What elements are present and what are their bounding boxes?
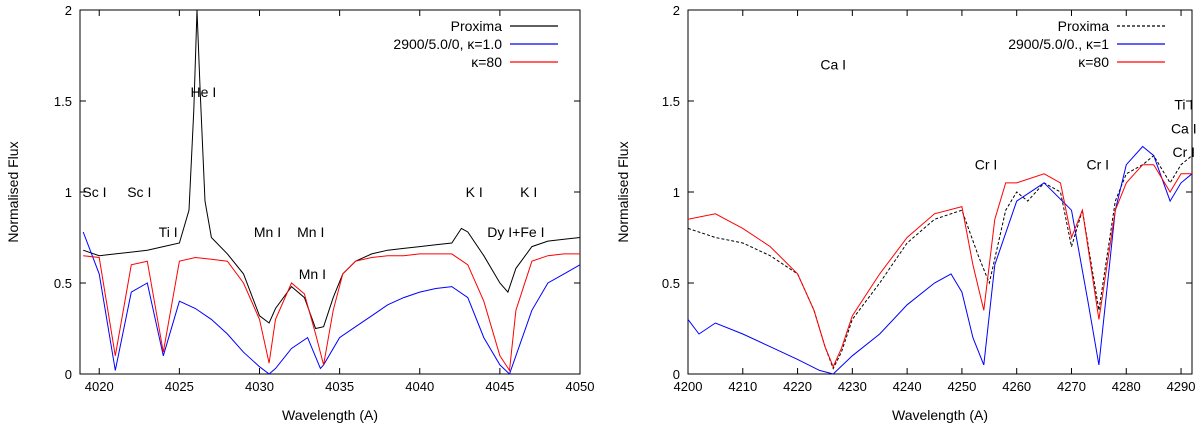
line-annotation: Cr I <box>1173 144 1196 160</box>
line-annotation: Ca I <box>1171 120 1197 136</box>
x-tick-label: 4270 <box>1057 379 1086 394</box>
right-chart-panel: 4200 4210 4220 4230 4240 4250 4260 4270 4280 4290… <box>600 0 1200 429</box>
line-annotation: Ti I <box>1174 97 1193 113</box>
line-annotation: Ca I <box>820 57 846 73</box>
line-annotation: Sc I <box>127 184 151 200</box>
x-tick-label: 4030 <box>245 379 274 394</box>
x-tick-label: 4020 <box>85 379 114 394</box>
y-tick-label: 0.5 <box>662 276 680 291</box>
x-axis-label: Wavelength (A) <box>282 407 378 423</box>
spectrum-chart-4230: 4200 4210 4220 4230 4240 4250 4260 4270 4280 4290… <box>615 3 1197 423</box>
y-axis-label: Normalised Flux <box>5 141 21 242</box>
y-tick-label: 0.5 <box>54 276 72 291</box>
y-tick-label: 1.5 <box>662 94 680 109</box>
line-annotation: Sc I <box>82 184 106 200</box>
legend-label: 2900/5.0/0, κ=1.0 <box>393 36 502 52</box>
line-annotation: Cr I <box>975 157 998 173</box>
y-tick-label: 2 <box>673 3 680 18</box>
series-line-2 <box>83 253 580 372</box>
x-tick-label: 4240 <box>893 379 922 394</box>
legend-label: 2900/5.0/0., κ=1 <box>1008 36 1109 52</box>
legend-label: Proxima <box>1058 18 1110 34</box>
line-annotation: K I <box>520 184 537 200</box>
y-tick-label: 0 <box>65 367 72 382</box>
series-line-0 <box>688 154 1192 370</box>
line-annotation: K I <box>466 184 483 200</box>
x-tick-label: 4210 <box>728 379 757 394</box>
series-line-1 <box>688 145 1192 374</box>
legend-label: κ=80 <box>471 54 502 70</box>
spectrum-chart-4020: 4020 4025 4030 4035 4040 4045 4050 0 0.5 1 1.5 2 Wav… <box>5 3 595 423</box>
line-annotation: He I <box>191 84 217 100</box>
y-tick-label: 1.5 <box>54 94 72 109</box>
x-tick-label: 4290 <box>1167 379 1196 394</box>
x-tick-label: 4035 <box>325 379 354 394</box>
y-axis-label: Normalised Flux <box>615 141 631 242</box>
x-tick-label: 4280 <box>1112 379 1141 394</box>
line-annotation: Dy I+Fe I <box>487 224 544 240</box>
x-tick-label: 4230 <box>838 379 867 394</box>
line-annotation: Mn I <box>254 224 281 240</box>
line-annotation: Mn I <box>299 266 326 282</box>
x-tick-label: 4025 <box>165 379 194 394</box>
x-tick-label: 4200 <box>674 379 703 394</box>
x-tick-label: 4045 <box>485 379 514 394</box>
y-tick-label: 1 <box>673 185 680 200</box>
x-tick-label: 4040 <box>405 379 434 394</box>
y-tick-label: 2 <box>65 3 72 18</box>
line-annotation: Mn I <box>297 224 324 240</box>
series-line-0 <box>83 10 580 330</box>
line-annotation: Cr I <box>1086 157 1109 173</box>
series-line-2 <box>688 164 1192 368</box>
y-tick-label: 1 <box>65 185 72 200</box>
legend-label: Proxima <box>451 18 503 34</box>
left-chart-panel: 4020 4025 4030 4035 4040 4045 4050 0 0.5 1 1.5 2 Wav… <box>0 0 600 429</box>
x-tick-label: 4050 <box>566 379 595 394</box>
line-annotation: Ti I <box>159 224 178 240</box>
x-tick-label: 4220 <box>783 379 812 394</box>
plot-frame <box>687 9 1193 375</box>
x-tick-label: 4260 <box>1002 379 1031 394</box>
legend-label: κ=80 <box>1078 54 1109 70</box>
y-tick-label: 0 <box>673 367 680 382</box>
x-axis-label: Wavelength (A) <box>892 407 988 423</box>
x-tick-label: 4250 <box>947 379 976 394</box>
